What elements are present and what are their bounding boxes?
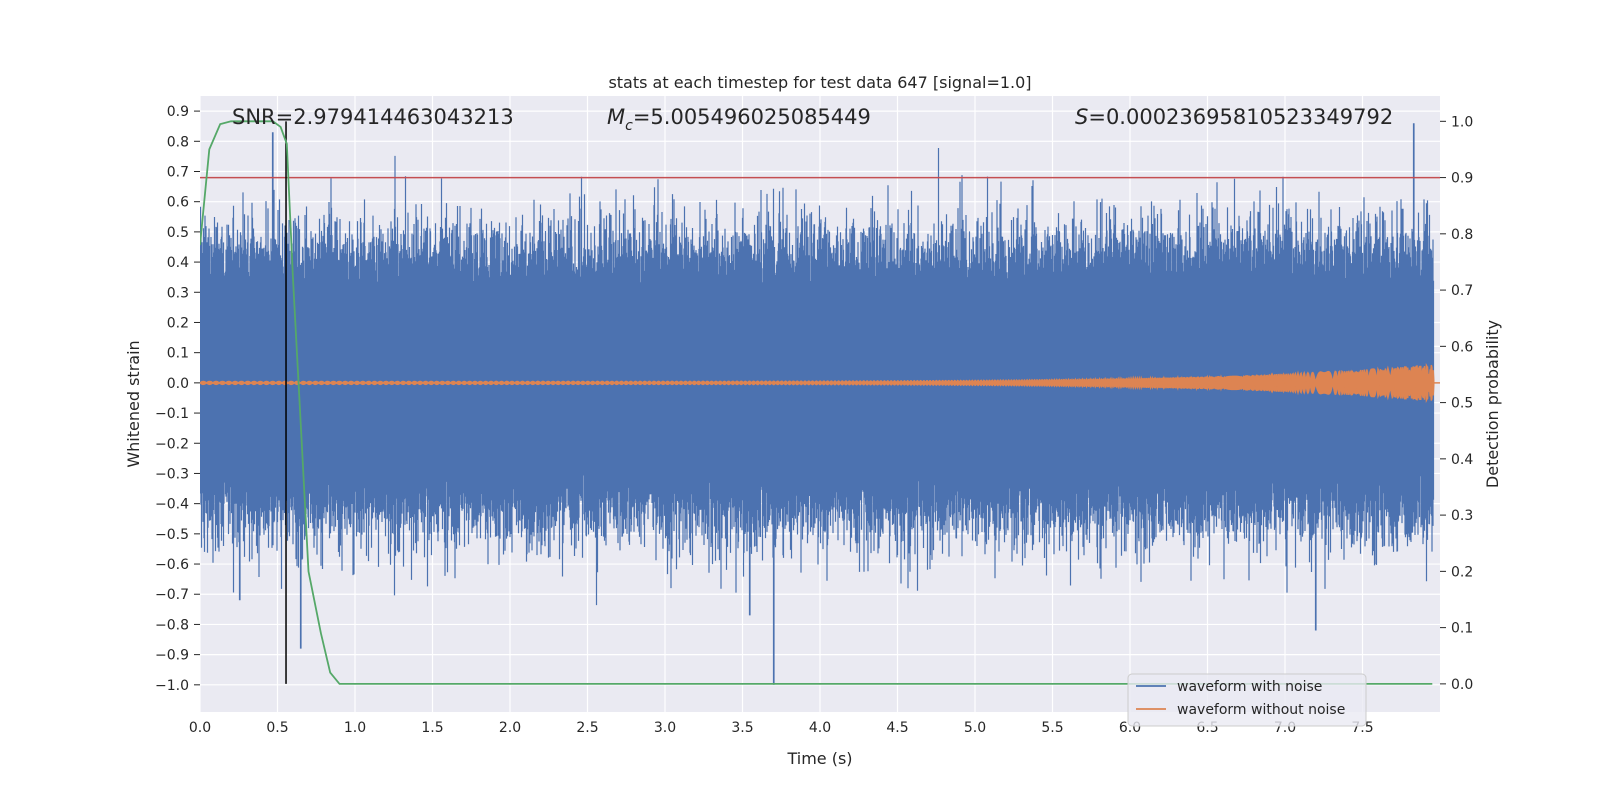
y-tick-label: −0.5 — [155, 527, 189, 543]
chart-title: stats at each timestep for test data 647… — [608, 73, 1031, 92]
x-tick-label: 5.5 — [1041, 720, 1063, 736]
y2-tick-label: 0.1 — [1451, 621, 1473, 637]
y-tick-label: 0.3 — [167, 285, 189, 301]
y-axis-label: Whitened strain — [124, 340, 143, 467]
s-annotation: S=0.00023695810523349792 — [1075, 105, 1393, 129]
chirp-mass-annotation: Mc=5.005496025085449 — [607, 105, 871, 134]
y-tick-label: −0.8 — [155, 617, 189, 633]
y2-tick-label: 1.0 — [1451, 114, 1473, 130]
y-tick-label: −0.4 — [155, 497, 189, 513]
chirp-mass-subscript: c — [625, 118, 633, 134]
y-tick-label: 0.2 — [167, 315, 189, 331]
y2-tick-label: 0.4 — [1451, 452, 1473, 468]
x-tick-label: 4.0 — [809, 720, 831, 736]
snr-label: SNR — [232, 105, 276, 129]
y-tick-label: 0.1 — [167, 346, 189, 362]
y-tick-label: 0.7 — [167, 164, 189, 180]
x-tick-label: 5.0 — [964, 720, 986, 736]
y2-tick-label: 0.5 — [1451, 396, 1473, 412]
chirp-mass-symbol: M — [607, 105, 625, 129]
y2-tick-label: 0.3 — [1451, 508, 1473, 524]
s-value: =0.00023695810523349792 — [1088, 105, 1393, 129]
y2-axis-ticks: 1.0 0.9 0.8 0.7 0.6 0.5 0.4 0.3 0.2 0.1 0.0 — [1440, 114, 1473, 693]
y-tick-label: −0.6 — [155, 557, 189, 573]
y-tick-label: −0.1 — [155, 406, 189, 422]
x-tick-label: 3.0 — [654, 720, 676, 736]
x-tick-label: 1.0 — [344, 720, 366, 736]
x-tick-label: 2.0 — [499, 720, 521, 736]
y2-tick-label: 0.6 — [1451, 339, 1473, 355]
y-tick-label: −0.9 — [155, 648, 189, 664]
y2-tick-label: 0.7 — [1451, 283, 1473, 299]
legend-label-clean: waveform without noise — [1177, 702, 1345, 718]
s-symbol: S — [1075, 105, 1088, 129]
x-tick-label: 0.0 — [189, 720, 211, 736]
y-tick-label: −0.7 — [155, 587, 189, 603]
chirp-mass-value: =5.005496025085449 — [633, 105, 871, 129]
y2-tick-label: 0.9 — [1451, 171, 1473, 187]
y-tick-label: −0.3 — [155, 466, 189, 482]
legend-box — [1127, 673, 1367, 727]
waveform-without-noise-line — [200, 362, 1440, 404]
y2-tick-label: 0.8 — [1451, 227, 1473, 243]
x-tick-label: 4.5 — [886, 720, 908, 736]
y-tick-label: 0.6 — [167, 195, 189, 211]
legend: waveform with noise waveform without noi… — [1127, 673, 1367, 727]
y-tick-label: 0.4 — [167, 255, 189, 271]
x-tick-label: 0.5 — [266, 720, 288, 736]
x-tick-label: 2.5 — [576, 720, 598, 736]
y2-tick-label: 0.2 — [1451, 564, 1473, 580]
y-tick-label: 0.5 — [167, 225, 189, 241]
snr-annotation: SNR=2.979414463043213 — [232, 105, 514, 129]
y-tick-label: −0.2 — [155, 436, 189, 452]
y-tick-label: 0.8 — [167, 134, 189, 150]
legend-label-noise: waveform with noise — [1177, 679, 1322, 695]
detection-probability-line — [200, 120, 1433, 685]
snr-value: =2.979414463043213 — [276, 105, 514, 129]
y-tick-label: 0.9 — [167, 104, 189, 120]
y2-tick-label: 0.0 — [1451, 677, 1473, 693]
y-tick-label: 0.0 — [167, 376, 189, 392]
x-tick-label: 1.5 — [421, 720, 443, 736]
y-axis-ticks: 0.9 0.8 0.7 0.6 0.5 0.4 0.3 0.2 0.1 0.0 −0.1 −0.2 −0… — [155, 104, 200, 694]
x-tick-label: 3.5 — [731, 720, 753, 736]
y2-axis-label: Detection probability — [1483, 320, 1502, 488]
y-tick-label: −1.0 — [155, 678, 189, 694]
x-axis-label: Time (s) — [786, 749, 852, 768]
